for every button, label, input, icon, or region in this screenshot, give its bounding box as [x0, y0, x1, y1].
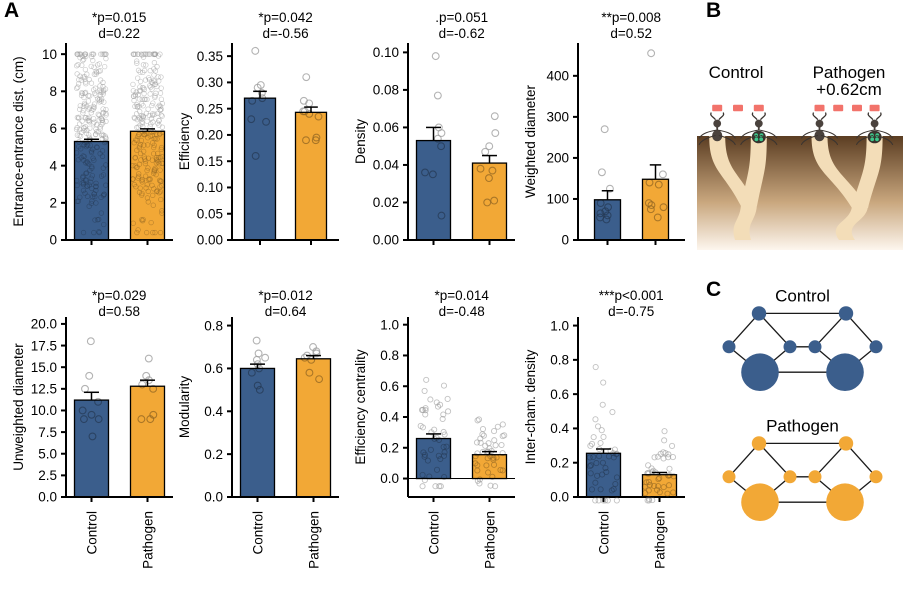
- svg-text:Pathogen: Pathogen: [140, 511, 155, 569]
- svg-text:Pathogen: Pathogen: [652, 511, 667, 569]
- svg-text:5.0: 5.0: [38, 446, 57, 461]
- svg-text:Pathogen: Pathogen: [483, 511, 498, 569]
- svg-text:400: 400: [546, 69, 569, 84]
- svg-text:15.0: 15.0: [30, 360, 56, 375]
- svg-text:100: 100: [546, 192, 569, 207]
- svg-text:0.0: 0.0: [204, 490, 223, 505]
- svg-text:Modularity: Modularity: [177, 376, 192, 439]
- svg-text:0: 0: [561, 233, 569, 248]
- svg-text:Inter-cham. density: Inter-cham. density: [523, 349, 538, 464]
- svg-text:0.06: 0.06: [373, 120, 399, 135]
- svg-text:0.6: 0.6: [380, 379, 399, 394]
- svg-text:0.6: 0.6: [550, 387, 569, 402]
- svg-text:0.10: 0.10: [373, 45, 399, 60]
- svg-text:0.0: 0.0: [380, 471, 399, 486]
- svg-text:0.2: 0.2: [550, 455, 569, 470]
- svg-text:0.20: 0.20: [197, 128, 223, 143]
- svg-text:0.00: 0.00: [373, 233, 399, 248]
- svg-text:0.0: 0.0: [550, 490, 569, 505]
- svg-text:0.4: 0.4: [204, 404, 223, 419]
- svg-text:0.25: 0.25: [197, 101, 223, 116]
- svg-text:200: 200: [546, 151, 569, 166]
- svg-text:Control: Control: [427, 511, 442, 555]
- svg-text:0.08: 0.08: [373, 83, 399, 98]
- svg-text:Weighted diameter: Weighted diameter: [523, 84, 538, 198]
- svg-text:2.5: 2.5: [38, 468, 57, 483]
- svg-text:0.2: 0.2: [380, 440, 399, 455]
- svg-text:Control: Control: [709, 63, 764, 82]
- svg-text:0.04: 0.04: [373, 158, 400, 173]
- svg-text:4: 4: [49, 158, 57, 173]
- svg-text:0.0: 0.0: [38, 490, 57, 505]
- svg-text:Control: Control: [775, 287, 830, 306]
- svg-text:Entrance-entrance dist. (cm): Entrance-entrance dist. (cm): [11, 56, 26, 226]
- svg-text:Pathogen: Pathogen: [766, 417, 839, 436]
- svg-text:6: 6: [49, 121, 57, 136]
- svg-text:0.30: 0.30: [197, 75, 223, 90]
- svg-text:17.5: 17.5: [30, 338, 56, 353]
- svg-text:10.0: 10.0: [30, 403, 56, 418]
- svg-text:Density: Density: [353, 119, 368, 164]
- svg-text:12.5: 12.5: [30, 382, 56, 397]
- svg-text:Control: Control: [596, 511, 611, 555]
- svg-text:300: 300: [546, 110, 569, 125]
- svg-text:0.02: 0.02: [373, 195, 399, 210]
- svg-text:7.5: 7.5: [38, 425, 57, 440]
- svg-text:0.2: 0.2: [204, 447, 223, 462]
- svg-text:10: 10: [42, 47, 57, 62]
- svg-text:0.4: 0.4: [380, 410, 399, 425]
- svg-text:0.00: 0.00: [197, 233, 223, 248]
- svg-text:0.4: 0.4: [550, 421, 569, 436]
- svg-text:Pathogen: Pathogen: [307, 511, 322, 569]
- svg-text:0.6: 0.6: [204, 361, 223, 376]
- svg-text:0: 0: [49, 233, 57, 248]
- svg-text:0.8: 0.8: [550, 353, 569, 368]
- svg-text:Control: Control: [84, 511, 99, 555]
- svg-text:8: 8: [49, 84, 57, 99]
- svg-text:0.15: 0.15: [197, 154, 223, 169]
- svg-text:+0.62cm: +0.62cm: [816, 80, 882, 99]
- svg-text:0.05: 0.05: [197, 206, 223, 221]
- svg-text:2: 2: [49, 196, 57, 211]
- svg-text:Unweighted diameter: Unweighted diameter: [11, 343, 26, 471]
- svg-text:Efficiency: Efficiency: [177, 112, 192, 170]
- svg-text:Efficiency centrality: Efficiency centrality: [353, 349, 368, 465]
- svg-text:0.10: 0.10: [197, 180, 223, 195]
- svg-text:0.35: 0.35: [197, 49, 223, 64]
- svg-text:Control: Control: [251, 511, 266, 555]
- svg-text:0.8: 0.8: [380, 348, 399, 363]
